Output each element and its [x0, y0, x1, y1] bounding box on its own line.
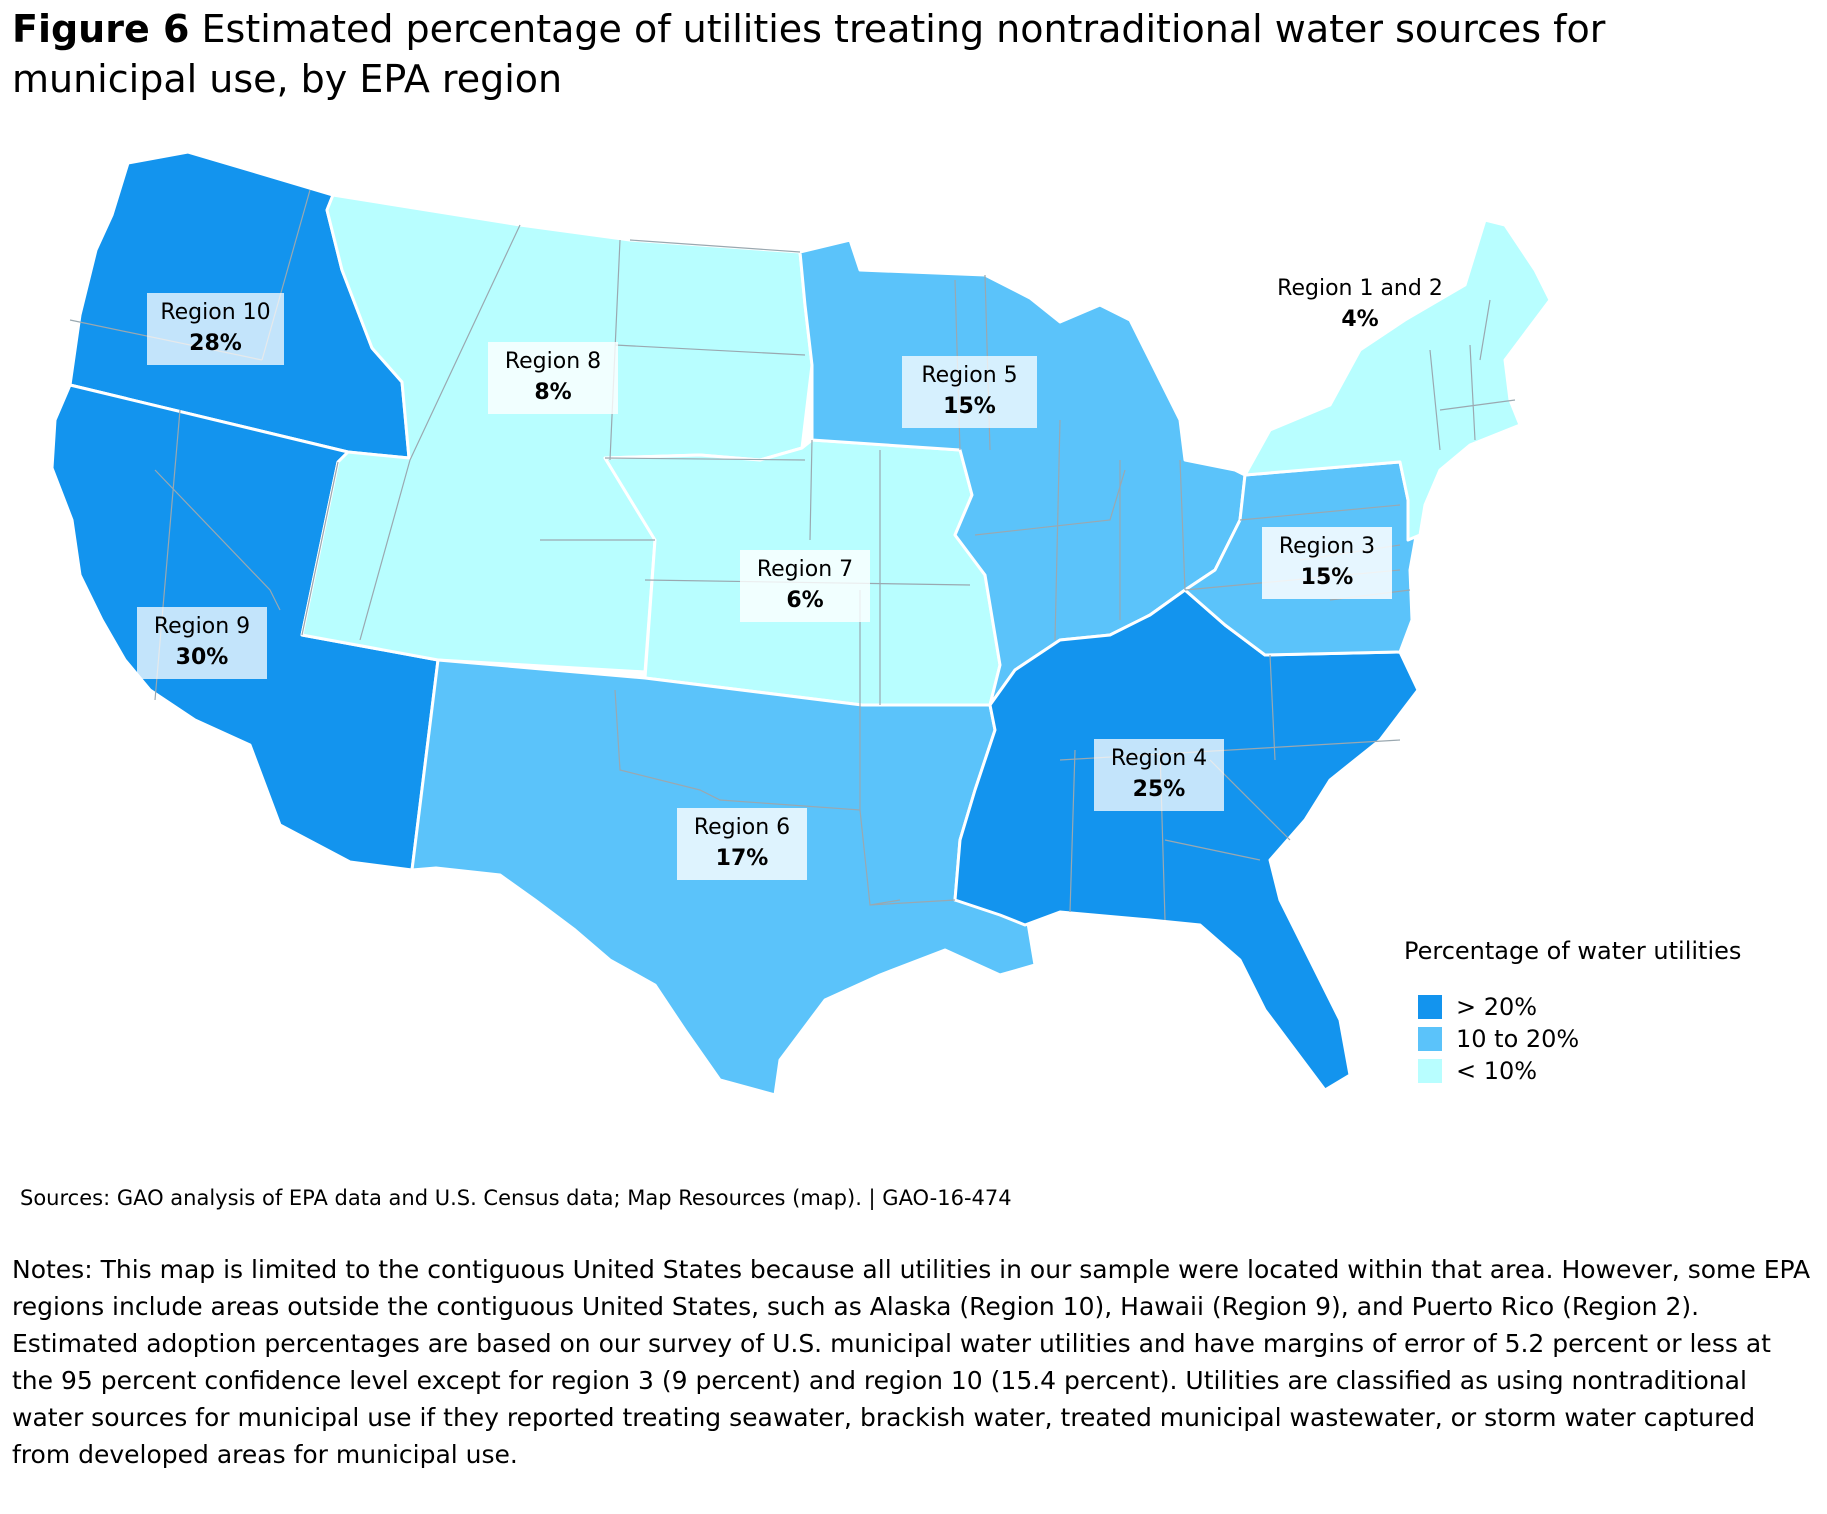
region-7-name: Region 7 — [756, 557, 854, 582]
figure-title: Figure 6 Estimated percentage of utiliti… — [12, 4, 1802, 104]
region-6-label: Region 6 17% — [677, 811, 807, 875]
region-5-value: 15% — [943, 394, 996, 419]
legend-title: Percentage of water utilities — [1404, 937, 1742, 965]
region-10-value: 28% — [189, 331, 242, 356]
region-8-name: Region 8 — [504, 349, 602, 374]
figure-label: Figure 6 — [12, 7, 190, 51]
region-5-label: Region 5 15% — [902, 359, 1037, 423]
legend-label-high: > 20% — [1456, 993, 1538, 1021]
region-9-value: 30% — [175, 645, 229, 670]
region-4-name: Region 4 — [1110, 746, 1208, 771]
source-note: Sources: GAO analysis of EPA data and U.… — [20, 1186, 1012, 1210]
region-4-label: Region 4 25% — [1094, 742, 1224, 806]
region-5-name: Region 5 — [921, 363, 1018, 388]
region-4-area — [953, 588, 1420, 1092]
us-epa-region-map — [50, 150, 1552, 1097]
region-1-2-label: Region 1 and 2 4% — [1265, 272, 1455, 336]
region-9-name: Region 9 — [153, 614, 251, 639]
region-6-value: 17% — [715, 846, 769, 871]
legend-swatch-low — [1418, 1059, 1442, 1083]
legend-label-mid: 10 to 20% — [1456, 1025, 1580, 1053]
figure-title-text: Estimated percentage of utilities treati… — [12, 7, 1606, 101]
region-label-boxes — [137, 293, 1392, 880]
region-9-label: Region 9 30% — [137, 610, 267, 674]
region-3-name: Region 3 — [1278, 534, 1376, 559]
region-6-name: Region 6 — [693, 815, 791, 840]
region-1-2-value: 4% — [1341, 307, 1379, 332]
region-8-value: 8% — [534, 380, 572, 405]
legend-swatch-high — [1418, 995, 1442, 1019]
region-7-label: Region 7 6% — [740, 553, 870, 617]
region-8-label: Region 8 8% — [488, 345, 618, 409]
region-10-label: Region 10 28% — [147, 296, 284, 360]
region-3-value: 15% — [1300, 565, 1354, 590]
region-7-value: 6% — [786, 588, 824, 613]
region-1-2-area — [1243, 218, 1552, 542]
region-1-2-name: Region 1 and 2 — [1277, 276, 1443, 301]
legend-label-low: < 10% — [1456, 1057, 1538, 1085]
legend-swatch-mid — [1418, 1027, 1442, 1051]
region-4-value: 25% — [1132, 777, 1186, 802]
region-10-name: Region 10 — [160, 300, 271, 325]
region-3-label: Region 3 15% — [1262, 530, 1392, 594]
notes-text: Notes: This map is limited to the contig… — [12, 1255, 1811, 1469]
